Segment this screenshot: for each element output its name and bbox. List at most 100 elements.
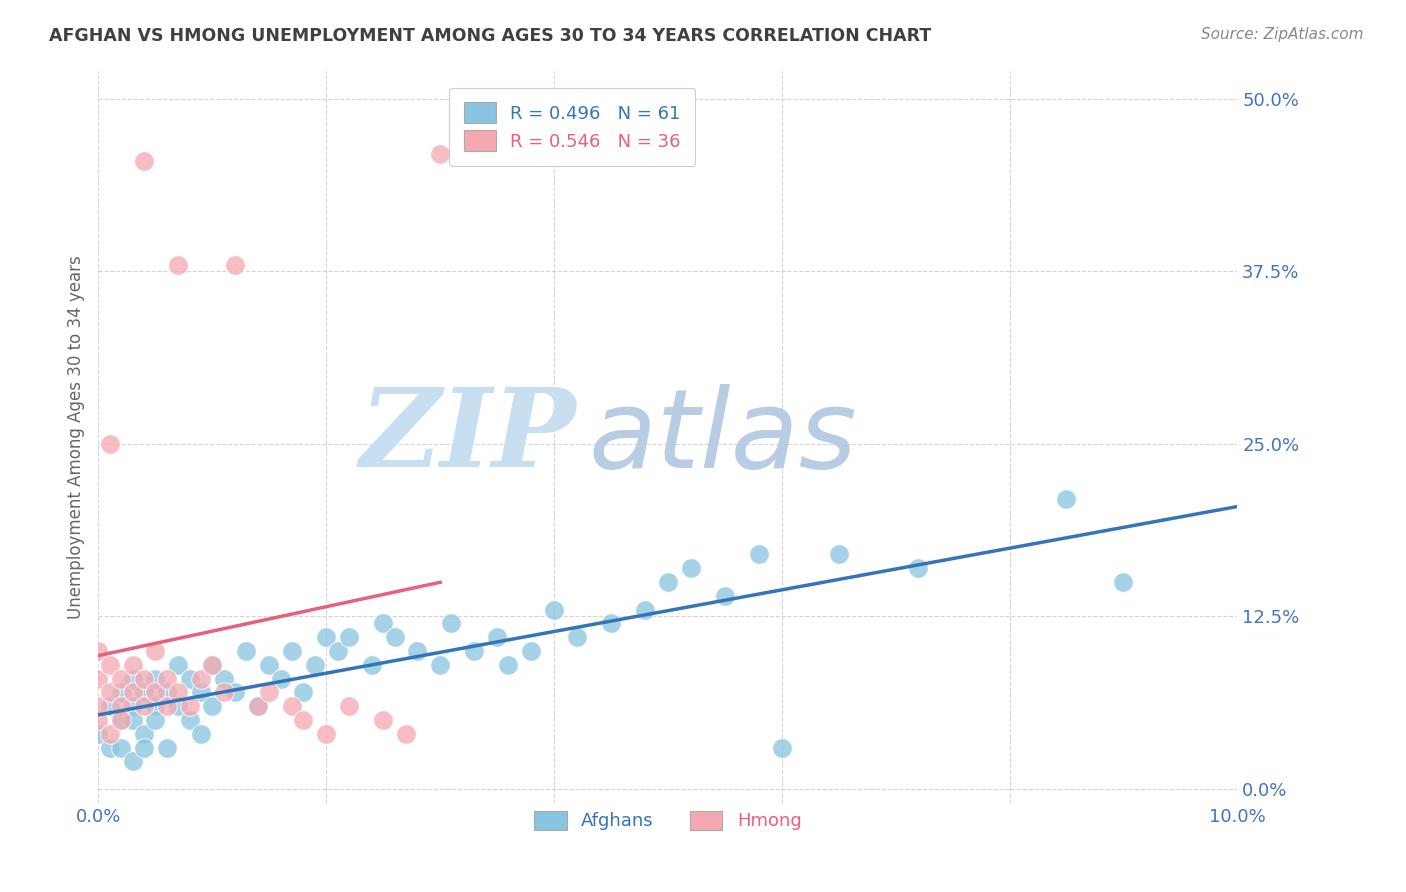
Point bbox=[259, 657, 281, 672]
Point bbox=[110, 685, 132, 699]
Point bbox=[110, 672, 132, 686]
Point bbox=[132, 740, 155, 755]
Point bbox=[224, 258, 246, 272]
Point bbox=[463, 644, 485, 658]
Point bbox=[520, 644, 543, 658]
Point bbox=[395, 727, 418, 741]
Point bbox=[1112, 574, 1135, 589]
Point bbox=[87, 644, 110, 658]
Point bbox=[201, 699, 224, 714]
Point bbox=[179, 672, 201, 686]
Point bbox=[98, 657, 121, 672]
Point bbox=[429, 657, 451, 672]
Point bbox=[679, 561, 702, 575]
Point bbox=[259, 685, 281, 699]
Point bbox=[828, 548, 851, 562]
Point bbox=[907, 561, 929, 575]
Point bbox=[657, 574, 679, 589]
Point bbox=[121, 685, 143, 699]
Point bbox=[292, 713, 315, 727]
Point bbox=[156, 685, 179, 699]
Point bbox=[156, 740, 179, 755]
Point bbox=[543, 602, 565, 616]
Point bbox=[98, 699, 121, 714]
Point bbox=[110, 699, 132, 714]
Point bbox=[145, 685, 167, 699]
Point bbox=[486, 630, 509, 644]
Point bbox=[281, 644, 304, 658]
Point bbox=[87, 699, 110, 714]
Point bbox=[98, 437, 121, 451]
Point bbox=[156, 699, 179, 714]
Point bbox=[373, 713, 395, 727]
Point bbox=[145, 699, 167, 714]
Point bbox=[634, 602, 657, 616]
Point bbox=[1056, 492, 1078, 507]
Point bbox=[360, 657, 382, 672]
Point bbox=[304, 657, 326, 672]
Point bbox=[246, 699, 269, 714]
Point bbox=[292, 685, 315, 699]
Point bbox=[167, 657, 190, 672]
Point bbox=[121, 657, 143, 672]
Point bbox=[167, 258, 190, 272]
Point bbox=[281, 699, 304, 714]
Text: atlas: atlas bbox=[588, 384, 856, 491]
Point bbox=[201, 657, 224, 672]
Point bbox=[110, 713, 132, 727]
Point bbox=[565, 630, 588, 644]
Point bbox=[270, 672, 292, 686]
Point bbox=[121, 699, 143, 714]
Point bbox=[145, 672, 167, 686]
Point bbox=[110, 713, 132, 727]
Point bbox=[337, 630, 360, 644]
Point bbox=[600, 616, 623, 631]
Point bbox=[337, 699, 360, 714]
Point bbox=[406, 644, 429, 658]
Point bbox=[212, 685, 235, 699]
Point bbox=[145, 713, 167, 727]
Point bbox=[167, 685, 190, 699]
Point bbox=[167, 699, 190, 714]
Point bbox=[246, 699, 269, 714]
Point bbox=[179, 699, 201, 714]
Point bbox=[132, 685, 155, 699]
Point bbox=[440, 616, 463, 631]
Y-axis label: Unemployment Among Ages 30 to 34 years: Unemployment Among Ages 30 to 34 years bbox=[66, 255, 84, 619]
Point bbox=[429, 147, 451, 161]
Text: AFGHAN VS HMONG UNEMPLOYMENT AMONG AGES 30 TO 34 YEARS CORRELATION CHART: AFGHAN VS HMONG UNEMPLOYMENT AMONG AGES … bbox=[49, 27, 931, 45]
Point bbox=[87, 672, 110, 686]
Point bbox=[190, 672, 212, 686]
Point bbox=[384, 630, 406, 644]
Point bbox=[315, 727, 337, 741]
Point bbox=[156, 672, 179, 686]
Point bbox=[145, 644, 167, 658]
Point bbox=[121, 755, 143, 769]
Point bbox=[498, 657, 520, 672]
Point bbox=[326, 644, 349, 658]
Point bbox=[714, 589, 737, 603]
Point bbox=[770, 740, 793, 755]
Point bbox=[87, 713, 110, 727]
Point bbox=[121, 713, 143, 727]
Point bbox=[315, 630, 337, 644]
Point bbox=[132, 672, 155, 686]
Point bbox=[98, 740, 121, 755]
Point bbox=[190, 685, 212, 699]
Point bbox=[87, 727, 110, 741]
Point bbox=[132, 699, 155, 714]
Point bbox=[373, 616, 395, 631]
Point bbox=[179, 713, 201, 727]
Text: Source: ZipAtlas.com: Source: ZipAtlas.com bbox=[1201, 27, 1364, 42]
Legend: Afghans, Hmong: Afghans, Hmong bbox=[527, 804, 808, 838]
Point bbox=[132, 154, 155, 169]
Point bbox=[224, 685, 246, 699]
Point bbox=[190, 727, 212, 741]
Point bbox=[212, 672, 235, 686]
Text: ZIP: ZIP bbox=[360, 384, 576, 491]
Point bbox=[201, 657, 224, 672]
Point bbox=[132, 727, 155, 741]
Point bbox=[121, 672, 143, 686]
Point bbox=[748, 548, 770, 562]
Point bbox=[98, 685, 121, 699]
